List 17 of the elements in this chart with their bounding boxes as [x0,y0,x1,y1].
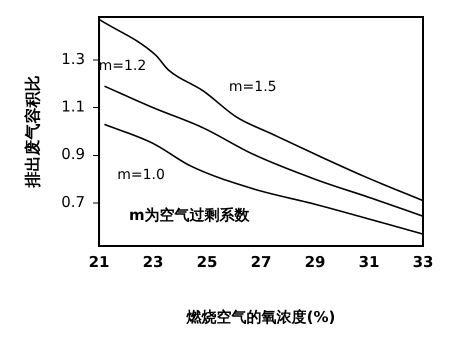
x-tick-label: 25 [196,252,218,271]
x-tick-label: 21 [88,252,110,271]
x-tick-label: 29 [304,252,326,271]
series-label: m=1.0 [117,167,165,184]
y-tick-label: 0.7 [61,192,86,211]
x-tick-label: 27 [250,252,272,271]
series-label: m=1.2 [98,58,146,74]
x-tick-label: 31 [358,252,380,271]
y-axis-title: 排出废气容积比 [22,76,42,188]
x-tick-label: 23 [142,252,164,271]
y-tick-label: 1.1 [61,98,86,116]
annotation: m为空气过剩系数 [129,206,251,224]
series-label: m=1.5 [228,78,277,95]
x-tick-label: 33 [412,252,434,271]
y-tick-label: 1.3 [61,50,86,68]
x-axis-title: 燃烧空气的氧浓度(%) [186,308,336,326]
y-tick-label: 0.9 [61,145,86,164]
